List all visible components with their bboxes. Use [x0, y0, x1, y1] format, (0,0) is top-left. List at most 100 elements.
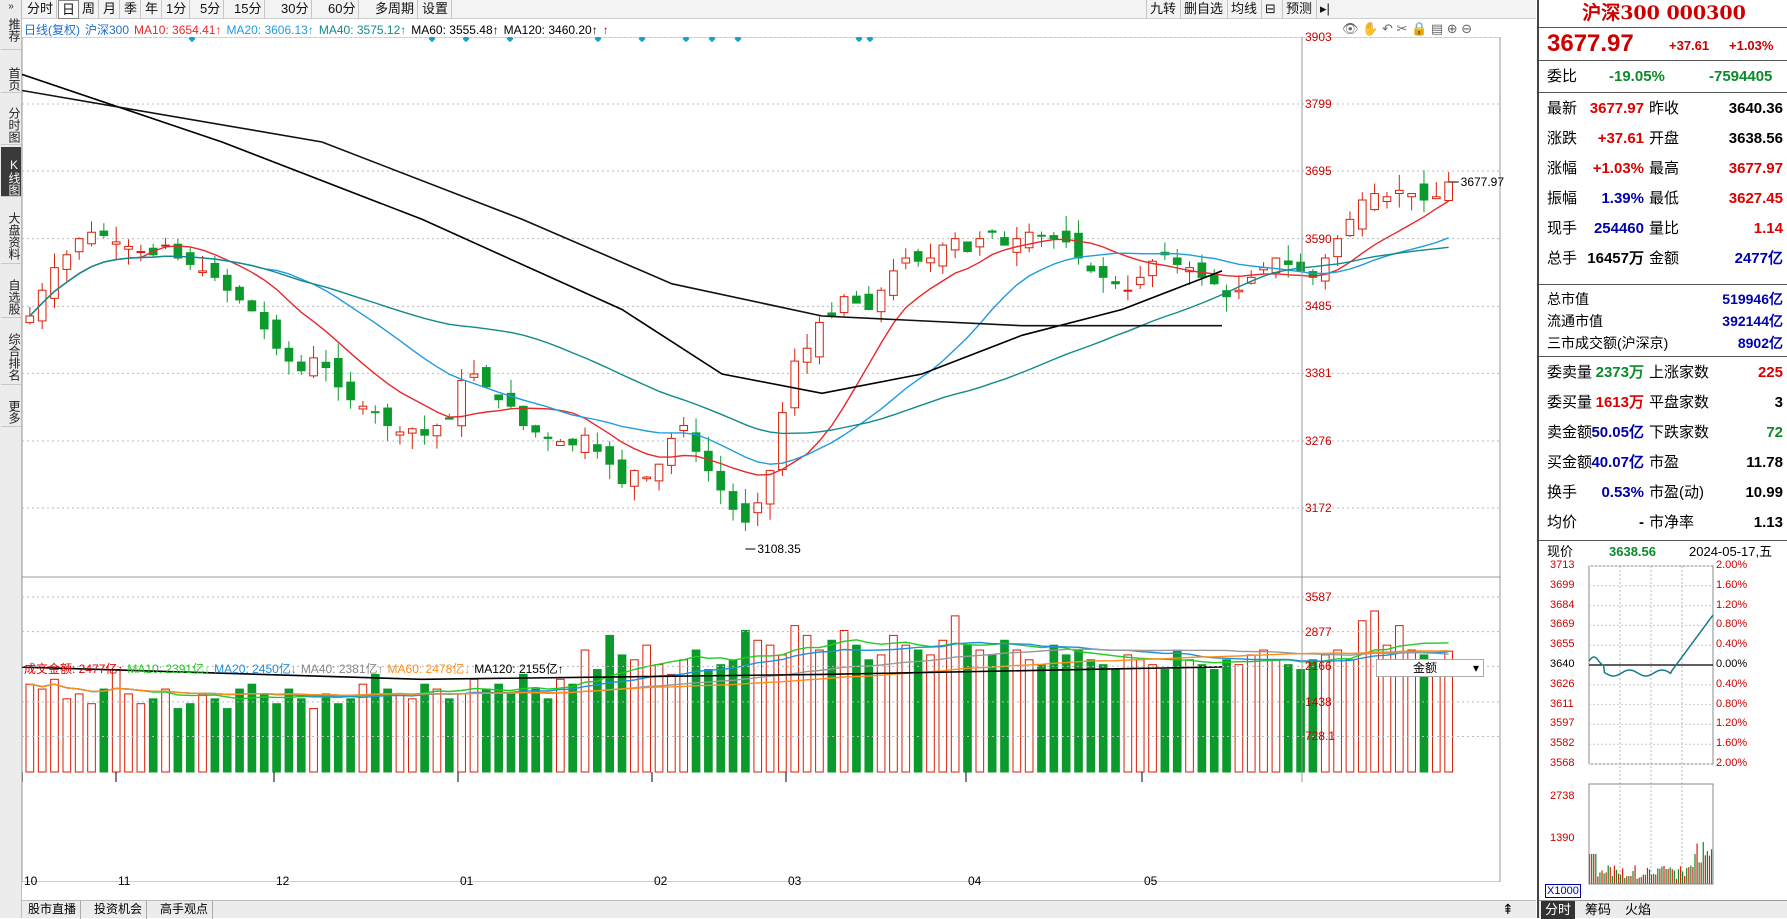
mini-price-tick: 3713 [1550, 559, 1574, 571]
candle [1371, 194, 1379, 210]
candle [236, 287, 244, 300]
last-price-label: 3677.97 [1461, 175, 1505, 189]
volume-type-select[interactable]: 金额 ▾ [1376, 659, 1484, 677]
eye-icon[interactable]: 👁 [1342, 21, 1359, 36]
kline-type-label[interactable]: 日线(复权) [24, 23, 80, 37]
nav-recommend[interactable]: » 推荐 [1, 0, 21, 50]
period-2[interactable]: 周 [79, 0, 99, 19]
nav-watchlist[interactable]: 自选股 [1, 266, 21, 318]
period-10[interactable]: 60分 [325, 0, 359, 19]
mini-vol-bar [1618, 873, 1619, 884]
mini-price-tick: 3640 [1550, 658, 1574, 670]
volume-bar [433, 689, 441, 772]
tool-3[interactable]: ⊟ [1261, 0, 1279, 19]
panel-tabs: 分时 筹码 火焰 [1539, 900, 1787, 918]
ma10-line [30, 201, 1449, 475]
tool-4[interactable]: 预测 [1282, 0, 1315, 19]
lock-icon[interactable]: 🔒 [1411, 21, 1427, 36]
volume-bar [581, 650, 589, 772]
tab-chips[interactable]: 筹码 [1581, 901, 1615, 919]
scroll-top-icon[interactable]: ⇞ [1502, 901, 1514, 918]
mini-vol-bar [1690, 865, 1691, 884]
tool-0[interactable]: 九转 [1146, 0, 1179, 19]
candle [742, 504, 750, 522]
tool-1[interactable]: 删自选 [1180, 0, 1226, 19]
mini-pct-tick: 1.60% [1716, 579, 1747, 591]
candle [470, 374, 478, 377]
period-8[interactable]: 15分 [231, 0, 265, 19]
candle [63, 255, 71, 270]
mini-vol-unit[interactable]: X1000 [1545, 884, 1581, 898]
tab-flame[interactable]: 火焰 [1621, 901, 1655, 919]
candle [347, 382, 355, 400]
mini-vol-bar [1665, 869, 1666, 884]
collapse-arrow-icon[interactable]: » [1, 0, 21, 14]
candle [865, 294, 873, 309]
tool-2[interactable]: 均线 [1227, 0, 1260, 19]
hand-icon[interactable]: ✋ [1362, 21, 1378, 36]
nav-ranking[interactable]: 综合排名 [1, 320, 21, 385]
volume-bar [1284, 665, 1292, 772]
intraday-mini-chart[interactable] [1545, 564, 1755, 899]
candle [1346, 219, 1354, 235]
period-12[interactable]: 设置 [419, 0, 452, 19]
candle [285, 348, 293, 361]
candle [248, 301, 256, 311]
candle [458, 380, 466, 425]
volume-bar [853, 645, 861, 772]
mini-vol-bar [1612, 876, 1613, 884]
mini-vol-bar [1680, 866, 1681, 884]
candle [606, 447, 614, 465]
period-7[interactable]: 5分 [197, 0, 224, 19]
period-5[interactable]: 年 [142, 0, 162, 19]
tab-opportunity[interactable]: 投资机会 [90, 901, 147, 919]
period-0[interactable]: 分时 [24, 0, 57, 19]
nav-timeshare[interactable]: 分时图 [1, 95, 21, 145]
volume-bar [1149, 665, 1157, 772]
tab-timeshare[interactable]: 分时 [1541, 901, 1575, 919]
nav-more[interactable]: 更多 [1, 387, 21, 427]
candle [890, 271, 898, 295]
mini-vol-bar [1630, 876, 1631, 884]
volume-bar [1223, 660, 1231, 772]
tab-expert[interactable]: 高手观点 [156, 901, 213, 919]
period-11[interactable]: 多周期 [372, 0, 418, 19]
volume-bar [125, 694, 133, 772]
candle [1025, 232, 1033, 248]
mini-vol-bar [1670, 867, 1671, 884]
scissors-icon[interactable]: ✂ [1396, 21, 1407, 36]
volume-bar [655, 665, 663, 772]
mini-vol-bar [1676, 879, 1677, 884]
mini-price-tick: 3582 [1550, 737, 1574, 749]
volume-bar [223, 709, 231, 772]
nav-kline[interactable]: K线图 [1, 147, 21, 197]
volume-bar [1198, 665, 1206, 772]
tab-live[interactable]: 股市直播 [24, 901, 81, 919]
mini-vol-bar [1597, 877, 1598, 884]
volume-bar [396, 694, 404, 772]
undo-icon[interactable]: ↶ [1382, 21, 1393, 36]
collapse-panel-icon[interactable]: ▸| [1316, 0, 1333, 19]
candle [1395, 190, 1403, 193]
month-label: 04 [968, 874, 981, 888]
zoom-in-icon[interactable]: ⊕ [1447, 21, 1458, 36]
period-6[interactable]: 1分 [163, 0, 190, 19]
candle [1050, 236, 1058, 239]
nav-home[interactable]: 首页 [1, 55, 21, 93]
nav-market-info[interactable]: 大盘资料 [1, 199, 21, 264]
mini-pct-tick: 1.20% [1716, 599, 1747, 611]
mini-vol-bar [1643, 875, 1644, 884]
candle [384, 408, 392, 425]
period-9[interactable]: 30分 [278, 0, 312, 19]
symbol-label: 沪深300 [85, 23, 129, 37]
zoom-out-icon[interactable]: ⊖ [1461, 21, 1472, 36]
quote-row: 总手 16457万 金额 2477亿 [1539, 244, 1787, 274]
period-1[interactable]: 日 [58, 0, 79, 19]
period-4[interactable]: 季 [121, 0, 141, 19]
volume-bar [729, 660, 737, 772]
paste-icon[interactable]: ▤ [1431, 21, 1443, 36]
mini-vol-bar [1608, 865, 1609, 884]
mini-vol-bar [1653, 874, 1654, 884]
period-3[interactable]: 月 [100, 0, 120, 19]
vol-ma40: MA40: 2381亿↑ [301, 662, 384, 676]
